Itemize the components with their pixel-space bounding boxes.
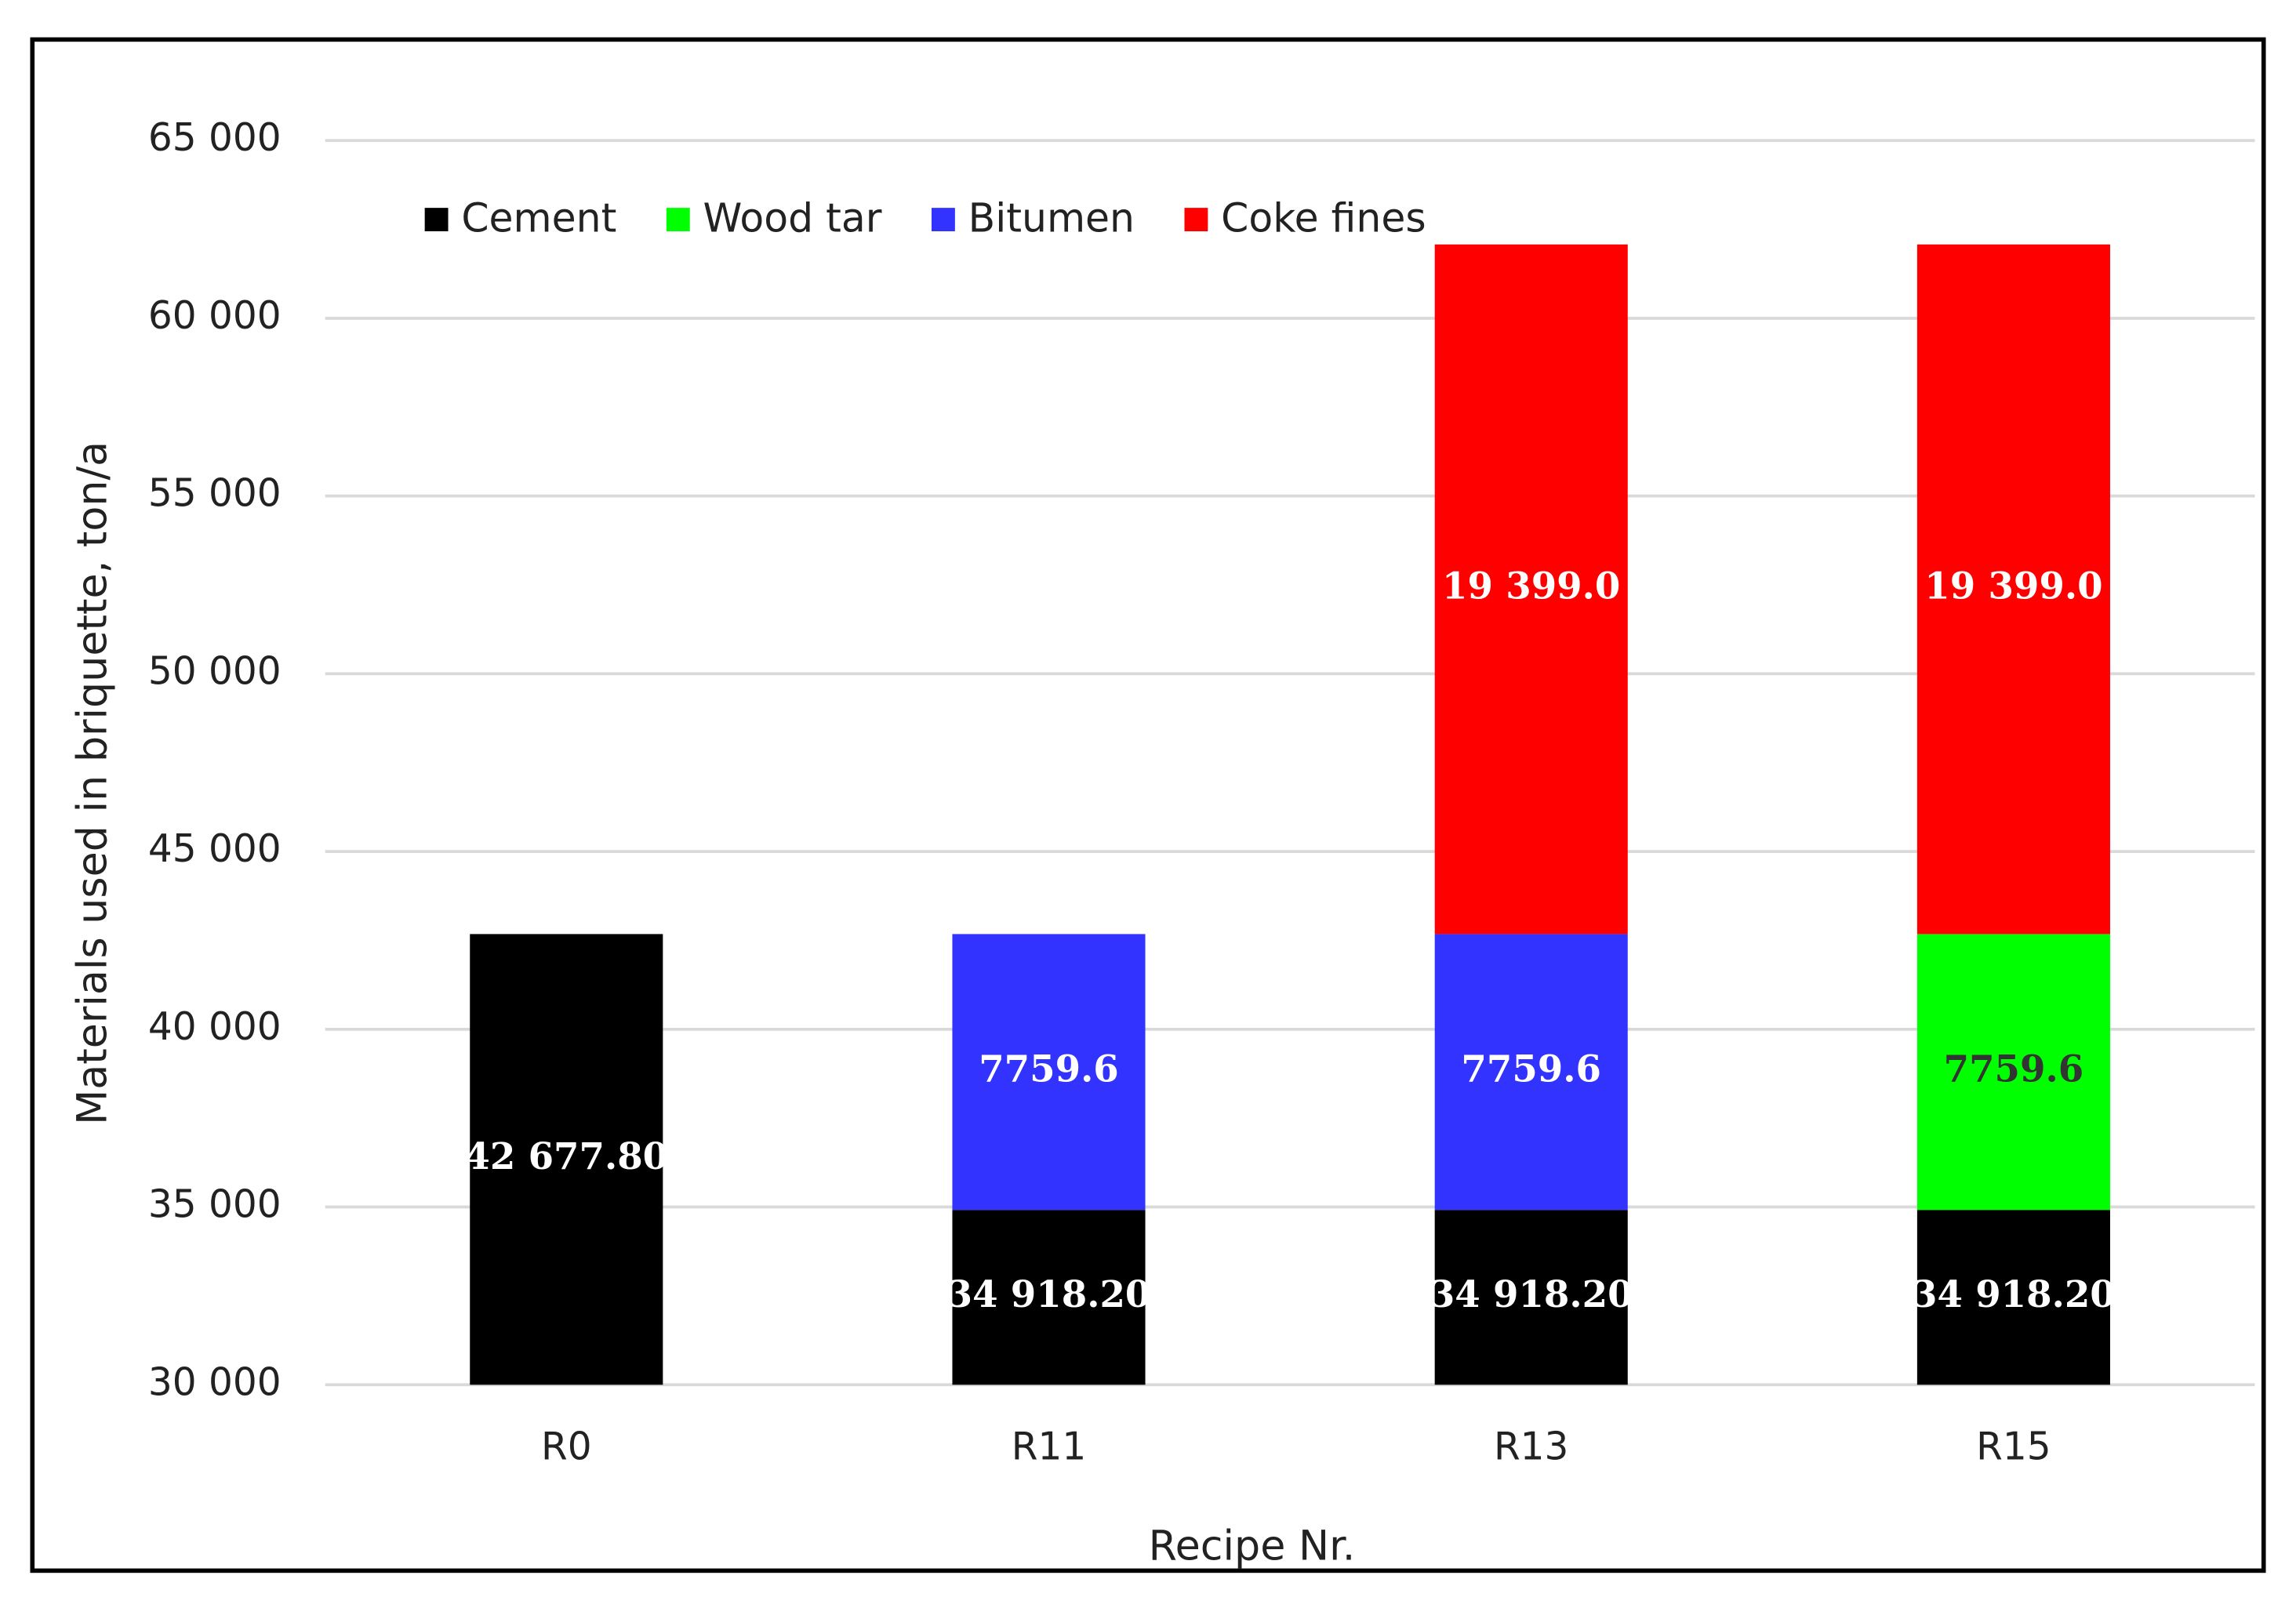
bar-segment — [1434, 934, 1628, 1210]
legend-label: Wood tar — [703, 194, 882, 241]
legend-swatch — [666, 208, 690, 232]
bar-segment — [952, 1210, 1146, 1385]
x-tick-label: R11 — [1012, 1425, 1086, 1468]
legend-swatch — [1184, 208, 1208, 232]
bars — [470, 244, 2110, 1385]
y-tick-label: 40 000 — [148, 1005, 282, 1049]
value-label: 42 677.80 — [464, 1135, 668, 1178]
value-label: 7759.6 — [1461, 1047, 1601, 1091]
y-tick-label: 55 000 — [148, 472, 282, 516]
x-axis-title: Recipe Nr. — [1149, 1522, 1356, 1570]
bar-segment — [470, 934, 663, 1385]
y-tick-label: 50 000 — [148, 649, 282, 693]
bar-segment — [1916, 1210, 2110, 1385]
value-label: 19 399.0 — [1442, 565, 1620, 608]
y-tick-label: 35 000 — [148, 1183, 282, 1227]
legend-swatch — [931, 208, 955, 232]
value-label: 7759.6 — [979, 1047, 1119, 1091]
x-tick-label: R13 — [1494, 1425, 1568, 1468]
value-label: 19 399.0 — [1924, 565, 2102, 608]
y-tick-label: 65 000 — [148, 116, 282, 160]
bar-segment — [1916, 934, 2110, 1210]
value-label: 34 918.20 — [1430, 1273, 1633, 1316]
bar-segment — [1434, 1210, 1628, 1385]
y-tick-label: 45 000 — [148, 827, 282, 871]
y-axis-title: Materials used in briquette, ton/a — [69, 441, 117, 1125]
bar-segment — [1916, 244, 2110, 935]
legend-swatch — [424, 208, 449, 232]
value-label: 34 918.20 — [947, 1273, 1151, 1316]
y-tick-label: 60 000 — [148, 294, 282, 338]
y-tick-label: 30 000 — [148, 1360, 282, 1404]
value-label: 34 918.20 — [1912, 1273, 2116, 1316]
chart-border — [30, 37, 2266, 1573]
value-label: 7759.6 — [1944, 1047, 2084, 1091]
x-tick-label: R15 — [1976, 1425, 2051, 1468]
legend-label: Coke fines — [1221, 194, 1426, 241]
legend-label: Bitumen — [968, 194, 1135, 241]
bar-segment — [952, 934, 1146, 1210]
legend-label: Cement — [461, 194, 616, 241]
x-tick-label: R0 — [541, 1425, 592, 1468]
bar-segment — [1434, 244, 1628, 935]
